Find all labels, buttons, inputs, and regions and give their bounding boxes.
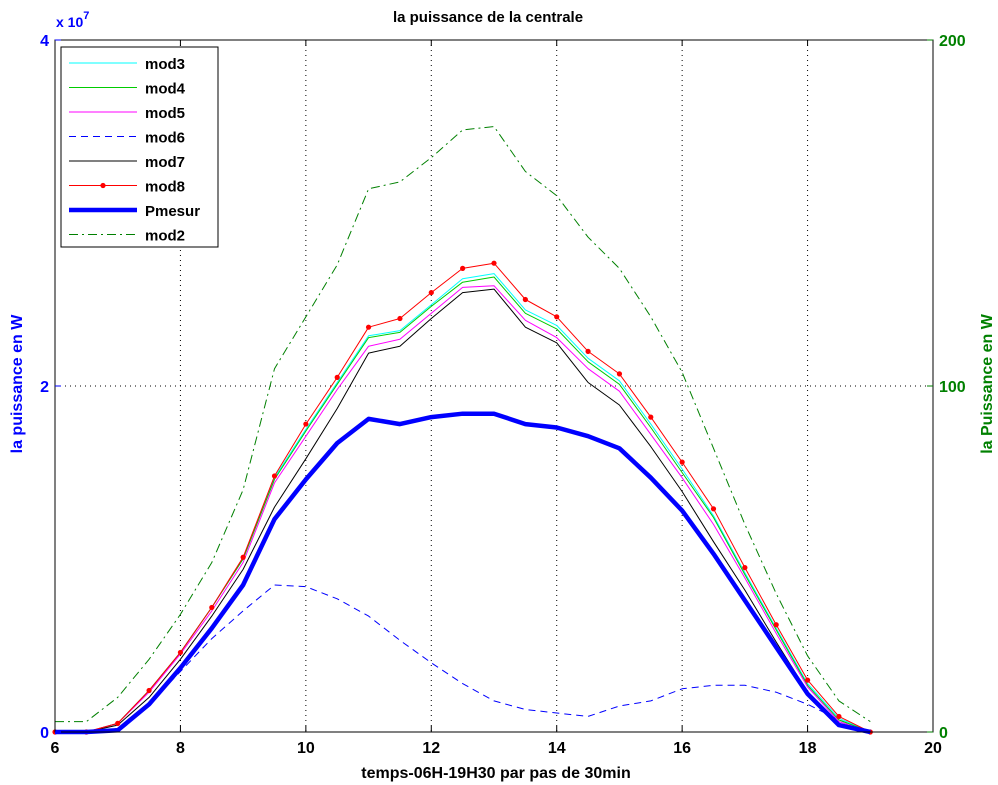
y-axis-right-label: la Puissance en W	[979, 313, 996, 454]
series-point-mod8	[365, 324, 372, 330]
legend-swatch-marker	[100, 182, 106, 189]
y-right-tick-label: 200	[939, 33, 966, 50]
series-point-mod8	[554, 314, 560, 320]
x-tick-label: 10	[297, 740, 315, 757]
legend-label-mod6: mod6	[145, 130, 185, 147]
y-axis-exponent-power: 7	[83, 10, 89, 22]
series-point-mod8	[836, 713, 842, 720]
series-line-mod2	[55, 126, 871, 723]
legend-label-mod7: mod7	[145, 154, 185, 171]
legend-label-mod4: mod4	[145, 81, 186, 98]
series-line-mod6	[55, 584, 871, 733]
series-point-mod8	[115, 720, 121, 726]
y-axis-exponent: x 107	[56, 10, 89, 30]
legend-label-mod8: mod8	[145, 179, 185, 196]
series-point-mod8	[742, 565, 748, 571]
series-point-mod8	[710, 506, 717, 512]
legend-label-mod3: mod3	[145, 56, 185, 73]
series-point-mod8	[271, 473, 278, 479]
series-point-mod8	[240, 554, 246, 560]
y-left-tick-label: 0	[40, 725, 49, 742]
legend-label-mod2: mod2	[145, 228, 185, 245]
legend-label-pmesur: Pmesur	[145, 203, 200, 220]
y-right-tick-label: 100	[939, 379, 966, 396]
series-point-mod8	[177, 649, 184, 656]
y-left-tick-label: 2	[40, 379, 49, 396]
series-point-mod8	[804, 677, 811, 683]
x-tick-label: 12	[422, 740, 440, 757]
series-point-mod8	[491, 260, 497, 266]
x-tick-label: 16	[673, 740, 691, 757]
series-line-pmesur	[55, 411, 871, 735]
axis-ticks	[54, 39, 934, 733]
series-line-mod7	[55, 288, 871, 733]
x-tick-label: 14	[548, 740, 566, 757]
y-axis-left-label: la puissance en W	[9, 314, 26, 454]
series-point-mod8	[679, 459, 685, 465]
series-group	[52, 126, 873, 735]
series-point-mod8	[146, 687, 152, 694]
series-point-mod8	[522, 296, 528, 303]
y-left-tick-label: 4	[40, 33, 49, 50]
x-tick-label: 20	[924, 740, 942, 757]
series-point-mod8	[585, 348, 591, 354]
y-right-tick-label: 0	[939, 725, 948, 742]
series-point-mod8	[773, 622, 779, 628]
series-point-mod8	[334, 374, 340, 380]
series-line-mod5	[55, 285, 871, 733]
series-point-mod8	[616, 371, 623, 377]
x-axis-label: temps-06H-19H30 par pas de 30min	[361, 765, 630, 782]
x-tick-label: 6	[51, 740, 60, 757]
chart-title: la puissance de la centrale	[393, 9, 583, 26]
x-tick-label: 18	[799, 740, 817, 757]
series-point-mod8	[209, 604, 215, 611]
y-axis-exponent-base: x 10	[56, 14, 83, 30]
series-point-mod8	[397, 315, 403, 322]
series-point-mod8	[460, 265, 466, 271]
series-point-mod8	[648, 414, 654, 420]
x-tick-label: 8	[176, 740, 185, 757]
legend-box	[60, 46, 219, 248]
legend-label-mod5: mod5	[145, 105, 185, 122]
series-point-mod8	[303, 421, 309, 427]
series-point-mod8	[428, 289, 434, 296]
legend: mod3 mod4 mod5 mod6 mod7 mod8 Pmesur mod2	[60, 46, 219, 248]
